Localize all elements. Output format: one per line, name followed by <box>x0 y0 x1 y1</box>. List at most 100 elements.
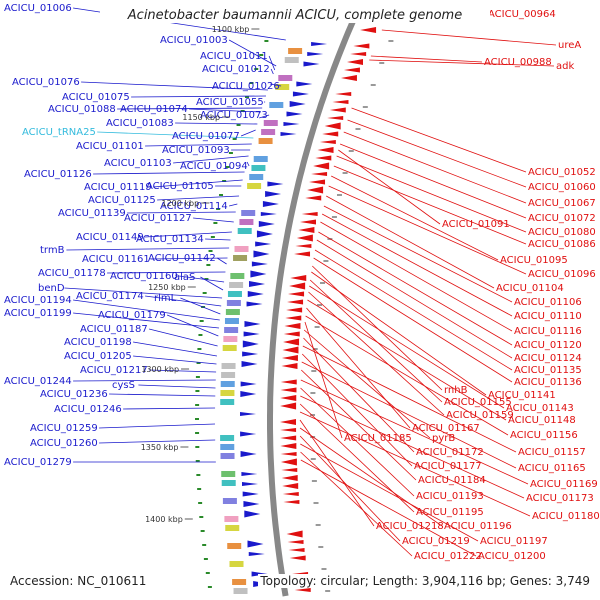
right-gene-label: ACICU_01219 <box>402 536 470 547</box>
inner-tick <box>310 458 316 460</box>
left-gene-label: ACICU_01026 <box>212 81 280 92</box>
gc-marker <box>195 418 200 420</box>
forward-gene-arrow <box>240 412 257 416</box>
reverse-gene-arrow <box>309 179 326 185</box>
forward-gene-arrow <box>289 101 306 107</box>
reverse-gene-arrow <box>353 43 370 49</box>
left-gene-label: ACICU_01101 <box>76 141 144 152</box>
cog-feature-box <box>229 561 244 567</box>
cog-feature-box <box>226 300 241 306</box>
reverse-gene-arrow <box>301 212 318 216</box>
right-gene-label: ACICU_01222 <box>414 551 482 562</box>
map-title: Acinetobacter baumannii ACICU, complete … <box>100 8 490 23</box>
cog-feature-box <box>230 273 245 279</box>
right-leader-line <box>351 107 527 173</box>
reverse-gene-arrow <box>287 299 304 305</box>
left-gene-label: ACICU_01074 <box>120 104 188 115</box>
inner-tick <box>336 194 342 196</box>
forward-gene-arrow <box>241 482 258 486</box>
gc-marker <box>195 460 200 462</box>
gc-marker <box>206 264 211 266</box>
right-gene-label: pyrB <box>432 433 455 444</box>
cog-feature-box <box>220 444 235 450</box>
kbp-mark-label: 1350 kbp <box>141 443 179 452</box>
left-gene-label: ACICU_01194 <box>4 295 72 306</box>
right-gene-label: ACICU_01096 <box>528 269 596 280</box>
gc-marker <box>259 54 264 56</box>
reverse-gene-arrow <box>294 251 311 257</box>
reverse-gene-arrow <box>350 52 367 56</box>
cog-feature-box <box>227 291 242 297</box>
left-leader-line <box>149 328 218 347</box>
left-gene-label: rlmL <box>154 293 177 304</box>
right-gene-label: ACICU_01185 <box>344 433 412 444</box>
reverse-gene-arrow <box>305 195 322 201</box>
right-leader-line <box>312 265 443 391</box>
right-gene-label: ACICU_01124 <box>514 353 582 364</box>
inner-tick <box>325 590 331 592</box>
right-leader-line <box>326 195 495 289</box>
right-gene-label: ACICU_01196 <box>444 521 512 532</box>
gc-marker <box>213 222 218 224</box>
gc-marker <box>210 236 215 238</box>
reverse-gene-arrow <box>280 395 297 401</box>
forward-gene-arrow <box>241 472 258 476</box>
reverse-gene-arrow <box>280 435 297 441</box>
left-gene-label: ACICU_01217 <box>80 365 148 376</box>
reverse-gene-arrow <box>281 468 298 472</box>
forward-gene-arrow <box>251 261 268 267</box>
right-gene-label: ACICU_01218 <box>376 521 444 532</box>
cog-feature-box <box>221 471 236 477</box>
forward-gene-arrow <box>262 201 279 207</box>
reverse-gene-arrow <box>283 500 300 504</box>
left-gene-label: ACICU_01006 <box>4 3 72 14</box>
gc-marker <box>228 152 233 154</box>
right-leader-line <box>338 149 441 225</box>
cog-feature-box <box>263 120 278 126</box>
right-leader-line <box>343 131 527 204</box>
left-leader-line <box>189 108 261 113</box>
right-gene-label: ACICU_01159 <box>446 410 514 421</box>
right-leader-line <box>370 55 483 63</box>
left-gene-label: ACICU_01187 <box>80 324 148 335</box>
right-leader-line <box>331 175 499 261</box>
gc-marker <box>197 348 202 350</box>
right-leader-line <box>313 257 513 383</box>
right-leader-line <box>301 361 517 469</box>
cog-feature-box <box>224 327 239 333</box>
gc-marker <box>216 208 221 210</box>
left-gene-label: ACICU_01077 <box>172 131 240 142</box>
right-leader-line <box>308 291 445 416</box>
gc-marker <box>196 474 201 476</box>
reverse-gene-arrow <box>296 234 313 242</box>
right-gene-label: ACICU_01120 <box>514 340 582 351</box>
kbp-marks: 1100 kbp 1150 kbp 1200 kbp 1250 kbp 1300 kbp… <box>141 25 260 524</box>
right-leader-line <box>301 353 413 467</box>
left-leader-line <box>99 423 216 429</box>
right-leader-line <box>309 285 505 409</box>
cog-feature-box <box>225 309 240 315</box>
left-gene-label: ACICU_01119 <box>84 182 152 193</box>
left-gene-label: ACICU_01236 <box>40 389 108 400</box>
left-gene-label: ACICU_01260 <box>30 438 98 449</box>
left-leader-line <box>246 161 250 167</box>
right-gene-label: ACICU_01072 <box>528 213 596 224</box>
right-leader-line <box>299 419 375 527</box>
left-gene-label: ACICU_01093 <box>162 145 230 156</box>
gc-marker <box>232 138 237 140</box>
reverse-gene-arrow <box>327 116 344 120</box>
forward-gene-arrow <box>283 122 300 126</box>
left-gene-label: ACICU_01083 <box>106 118 174 129</box>
left-gene-label: ACICU_01259 <box>30 423 98 434</box>
right-leader-line <box>311 271 487 396</box>
right-leader-line <box>307 299 507 421</box>
forward-gene-arrow <box>253 250 270 258</box>
right-gene-label: ACICU_01193 <box>416 491 484 502</box>
forward-gene-arrow <box>260 212 277 216</box>
left-leader-line <box>123 407 216 410</box>
right-leader-line <box>316 239 513 359</box>
gc-marker <box>249 82 254 84</box>
forward-gene-arrow <box>243 331 260 337</box>
left-leader-line <box>228 39 277 67</box>
right-gene-label: ACICU_01165 <box>518 463 586 474</box>
